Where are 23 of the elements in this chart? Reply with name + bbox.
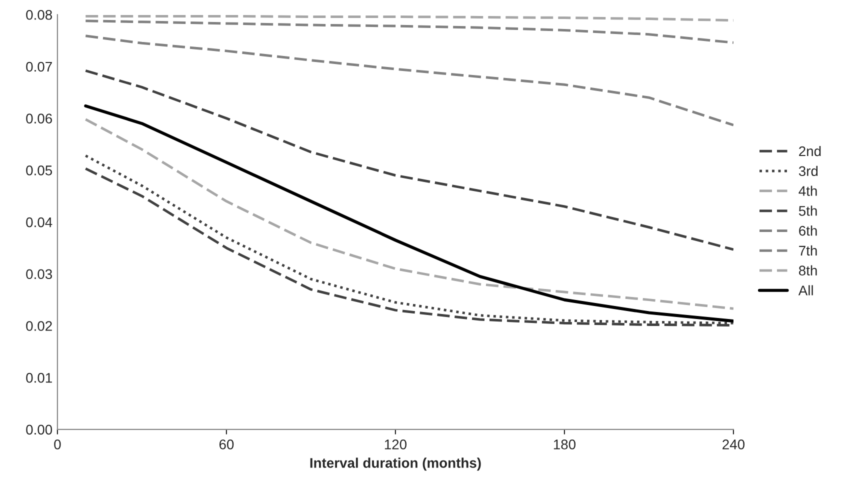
x-axis-title: Interval duration (months) bbox=[310, 458, 481, 471]
legend-label: 4th bbox=[798, 186, 817, 196]
legend-label: All bbox=[798, 285, 813, 296]
y-tick-label: 0.05 bbox=[26, 166, 52, 176]
x-tick-label: 60 bbox=[219, 440, 234, 450]
y-tick-label: 0.06 bbox=[26, 114, 52, 124]
legend-label: 5th bbox=[798, 206, 817, 216]
legend-label: 7th bbox=[799, 245, 817, 256]
y-tick-label: 0.00 bbox=[26, 424, 52, 435]
y-tick-label: 0.02 bbox=[26, 321, 52, 331]
y-tick-label: 0.07 bbox=[26, 62, 52, 72]
y-tick-label: 0.08 bbox=[26, 10, 52, 20]
legend-label: 6th bbox=[799, 226, 817, 236]
y-tick-label: 0.04 bbox=[26, 217, 52, 228]
x-tick-label: 0 bbox=[54, 440, 61, 450]
legend-label: 2nd bbox=[799, 146, 821, 156]
y-tick-label: 0.01 bbox=[26, 372, 52, 383]
x-tick-label: 240 bbox=[722, 440, 745, 450]
x-tick-label: 120 bbox=[384, 440, 407, 450]
legend-label: 3rd bbox=[798, 166, 818, 176]
y-tick-label: 0.03 bbox=[26, 269, 52, 280]
x-tick-label: 180 bbox=[554, 440, 576, 450]
legend-label: 8th bbox=[798, 265, 817, 276]
